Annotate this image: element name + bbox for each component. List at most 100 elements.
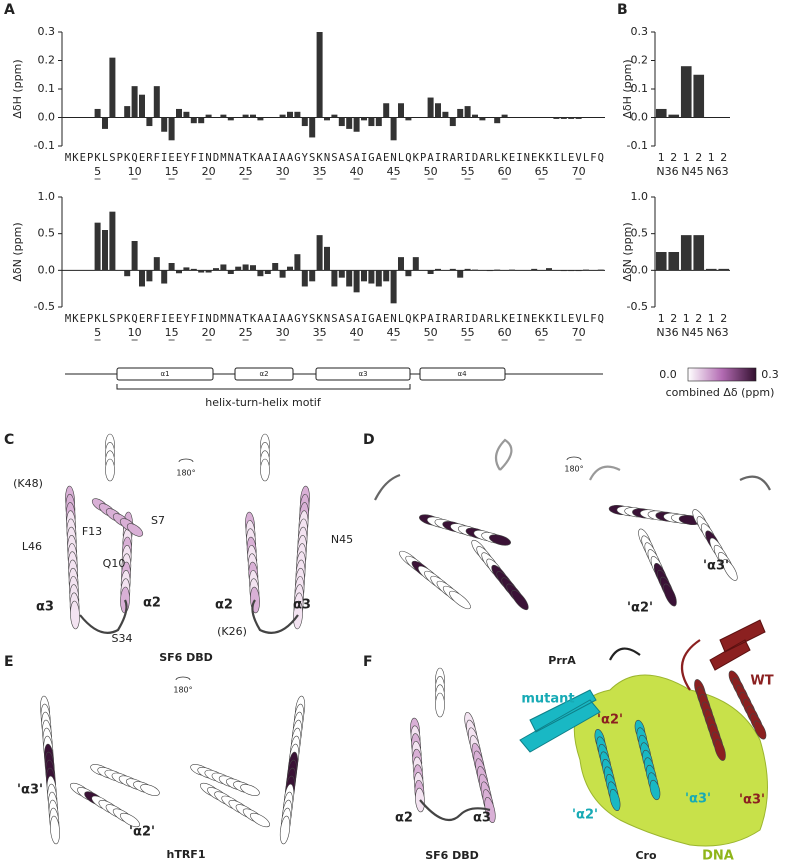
bar (242, 114, 249, 118)
sequence-letter: A (287, 313, 294, 325)
sequence-letter: A (450, 152, 457, 164)
group-label: N45 (681, 326, 703, 339)
sequence-letter: I (161, 152, 167, 164)
x-tick-label: 55 (461, 165, 475, 178)
bar (146, 117, 153, 127)
sequence-letter: E (568, 313, 574, 325)
bar (383, 270, 390, 282)
bar (102, 230, 108, 271)
bar (368, 117, 375, 127)
x-tick-label: 2 (670, 151, 677, 164)
bar (294, 254, 301, 271)
bar (668, 114, 680, 118)
x-tick-label: 2 (720, 151, 727, 164)
sequence-letter: P (117, 313, 123, 325)
bar (353, 117, 360, 132)
sequence-letter: G (294, 152, 300, 164)
bar (324, 117, 330, 121)
bar (457, 108, 464, 118)
bar (331, 114, 338, 118)
sequence-letter: S (109, 313, 115, 325)
bar (287, 111, 293, 118)
bar (390, 117, 397, 141)
bar (301, 117, 308, 127)
sequence-letter: Q (405, 313, 411, 325)
bar (324, 246, 330, 271)
helix-name: 'α3' (685, 792, 711, 807)
sequence-letter: R (146, 152, 153, 164)
sequence-letter: Q (131, 313, 137, 325)
y-axis-label: ΔδH (ppm) (621, 59, 634, 118)
sequence-letter: N (524, 313, 530, 325)
bar (131, 241, 138, 271)
colorbar-max: 0.3 (761, 368, 779, 381)
loop (680, 639, 701, 691)
rotation-label: 180° (173, 686, 192, 695)
residue-label: S7 (151, 514, 165, 527)
sequence-letter: Q (598, 313, 604, 325)
rotation-label: 180° (564, 465, 583, 474)
bar (205, 270, 212, 273)
bar (405, 117, 412, 121)
bar (264, 270, 271, 274)
beta-sheet (519, 689, 601, 753)
sequence-letter: L (102, 313, 108, 325)
loop (251, 599, 299, 634)
bar (146, 270, 153, 282)
bar (531, 268, 538, 271)
bar (94, 222, 101, 271)
sequence-letter: K (72, 313, 79, 325)
bar (486, 270, 493, 272)
bar (449, 268, 456, 271)
sequence-letter: I (553, 152, 559, 164)
sequence-letter: E (139, 313, 145, 325)
x-tick-label: 30 (276, 326, 290, 339)
bar (316, 32, 323, 118)
sequence-letter: E (80, 152, 86, 164)
sequence-letter: Q (405, 152, 411, 164)
caption: PrrA (548, 654, 576, 667)
bar (680, 235, 692, 271)
sequence-letter: L (583, 152, 589, 164)
sequence-letter: A (450, 313, 457, 325)
rotation-label: 180° (176, 469, 195, 478)
ribbon (50, 815, 60, 845)
group-label: N63 (706, 165, 728, 178)
colorbar-label: combined Δδ (ppm) (666, 386, 775, 399)
y-tick-label: 0.5 (631, 227, 649, 240)
bar (375, 117, 382, 127)
ribbon (714, 739, 726, 761)
bar (705, 268, 717, 271)
y-tick-label: 0.0 (38, 111, 56, 124)
residue-label: S34 (112, 632, 133, 645)
sequence-letter: K (413, 152, 420, 164)
bar (309, 270, 316, 282)
bar (331, 270, 338, 287)
bar (383, 103, 390, 118)
sequence-letter: G (368, 152, 374, 164)
bar (198, 117, 205, 124)
bar (568, 270, 575, 272)
sequence-letter: N (205, 152, 211, 164)
sequence-letter: I (272, 313, 278, 325)
sequence-letter: L (561, 152, 567, 164)
bar (568, 117, 575, 119)
group-label: N45 (681, 165, 703, 178)
bar (102, 117, 108, 129)
bar (153, 86, 160, 118)
sequence-letter: E (80, 313, 86, 325)
sequence-letter: E (168, 152, 174, 164)
sequence-letter: G (368, 313, 374, 325)
x-tick-label: 15 (165, 326, 179, 339)
sequence-letter: Y (183, 313, 190, 325)
sequence-letter: P (117, 152, 123, 164)
bar (693, 74, 705, 118)
helix-name: α2 (143, 596, 161, 611)
sequence-letter: A (479, 313, 486, 325)
bar (279, 270, 286, 278)
bar (405, 270, 412, 277)
sequence-letter: A (265, 152, 272, 164)
sequence-letter: K (546, 152, 553, 164)
caption: SF6 DBD (425, 849, 479, 862)
structures (40, 433, 771, 847)
